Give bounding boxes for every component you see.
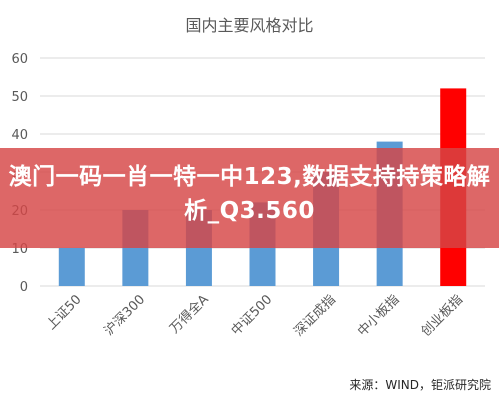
bar [58,248,85,286]
x-tick-label: 中证500 [229,292,276,339]
source-note: 来源：WIND，钜派研究院 [349,378,491,392]
x-tick-label: 沪深300 [101,292,148,339]
x-tick-label: 上证50 [44,292,85,333]
x-tick-label: 万得全A [167,291,212,336]
x-tick-label: 深证成指 [292,292,339,339]
chart-title: 国内主要风格对比 [185,16,314,35]
x-tick-label: 中小板指 [355,292,402,339]
y-tick-label: 40 [11,128,28,143]
overlay-headline: 澳门一码一肖一特一中123,数据支持持策略解析_Q3.560 [8,164,491,224]
overlay-banner [0,148,499,248]
x-tick-label: 创业板指 [419,292,466,339]
y-tick-label: 0 [20,280,28,295]
y-tick-label: 60 [11,52,28,67]
y-tick-label: 50 [11,90,28,105]
